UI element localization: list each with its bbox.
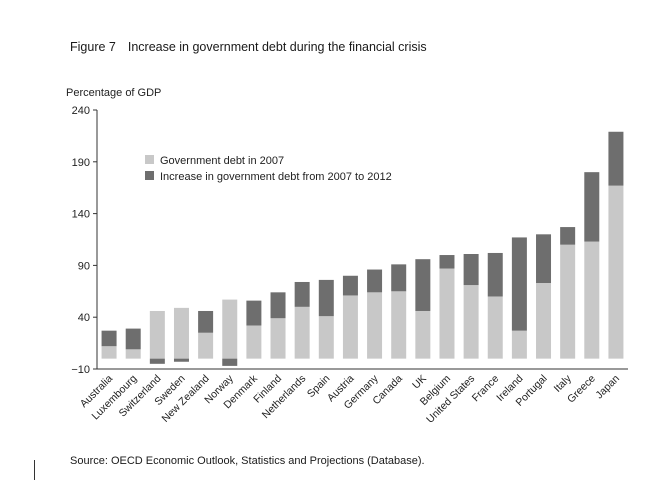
y-axis-label: Percentage of GDP — [66, 87, 161, 99]
x-tick-label-france: France — [470, 373, 502, 405]
x-tick-labels: AustraliaLuxembourgSwitzerlandSwedenNew … — [78, 372, 622, 426]
y-tick-label-5: 240 — [72, 105, 90, 117]
bar-increase-france — [487, 252, 503, 297]
bar-increase-switzerland — [149, 358, 165, 364]
x-tick-label-japan: Japan — [593, 373, 622, 402]
bar-increase-sweden — [173, 358, 189, 362]
bar-increase-ireland — [511, 237, 527, 331]
bar-2007-canada — [391, 291, 407, 359]
bar-increase-uk — [415, 259, 431, 311]
bar-2007-italy — [560, 244, 576, 359]
y-tick-label-0: −10 — [71, 364, 90, 376]
bar-2007-belgium — [439, 268, 455, 359]
bar-2007-portugal — [536, 283, 552, 359]
bar-2007-sweden — [173, 307, 189, 359]
bar-increase-luxembourg — [125, 328, 141, 350]
bar-2007-luxembourg — [125, 349, 141, 359]
bar-increase-greece — [584, 172, 600, 242]
bar-2007-spain — [318, 316, 334, 359]
bar-increase-australia — [101, 330, 117, 347]
bar-increase-italy — [560, 227, 576, 245]
bar-increase-canada — [391, 264, 407, 292]
legend-swatch-increase — [145, 171, 154, 180]
bar-increase-japan — [608, 131, 624, 186]
bar-increase-netherlands — [294, 281, 310, 307]
bar-2007-japan — [608, 185, 624, 359]
bar-2007-denmark — [246, 325, 262, 359]
bar-increase-denmark — [246, 300, 262, 326]
bar-2007-switzerland — [149, 310, 165, 359]
bar-increase-germany — [367, 269, 383, 293]
y-tick-label-3: 140 — [72, 209, 90, 221]
y-tick-label-2: 90 — [78, 260, 90, 272]
bars-group — [101, 131, 624, 366]
bar-2007-ireland — [511, 330, 527, 359]
source-note: Source: OECD Economic Outlook, Statistic… — [70, 455, 425, 467]
legend-swatch-2007 — [145, 155, 154, 164]
bar-2007-germany — [367, 292, 383, 359]
bar-2007-australia — [101, 346, 117, 359]
margin-mark — [34, 460, 35, 480]
bar-increase-austria — [342, 275, 358, 296]
bar-increase-united-states — [463, 254, 479, 286]
bar-increase-norway — [222, 358, 238, 366]
bar-2007-netherlands — [294, 306, 310, 359]
y-tick-label-4: 190 — [72, 157, 90, 169]
y-tick-label-1: 40 — [78, 312, 90, 324]
figure-title-text: Increase in government debt during the f… — [127, 40, 427, 54]
x-tick-label-uk: UK — [410, 373, 429, 392]
figure-title: Figure 7 Increase in government debt duri… — [70, 40, 427, 54]
legend: Government debt in 2007 Increase in gove… — [145, 155, 392, 183]
bar-2007-austria — [342, 295, 358, 359]
bar-increase-spain — [318, 279, 334, 317]
bar-2007-finland — [270, 318, 286, 359]
bar-increase-portugal — [536, 234, 552, 284]
axes: −10 40 90 140 190 240 — [71, 105, 628, 376]
legend-label-2007: Government debt in 2007 — [160, 155, 284, 167]
bar-increase-belgium — [439, 255, 455, 269]
bar-2007-uk — [415, 310, 431, 359]
bar-increase-new-zealand — [198, 310, 214, 333]
bar-2007-greece — [584, 241, 600, 359]
bar-2007-united-states — [463, 285, 479, 359]
bar-increase-finland — [270, 292, 286, 319]
figure-number: Figure 7 — [70, 40, 116, 54]
debt-chart: Percentage of GDP −10 40 90 140 190 240 Austr… — [66, 87, 628, 426]
bar-2007-france — [487, 296, 503, 359]
bar-2007-norway — [222, 299, 238, 359]
bar-2007-new-zealand — [198, 332, 214, 359]
legend-label-increase: Increase in government debt from 2007 to… — [160, 171, 392, 183]
